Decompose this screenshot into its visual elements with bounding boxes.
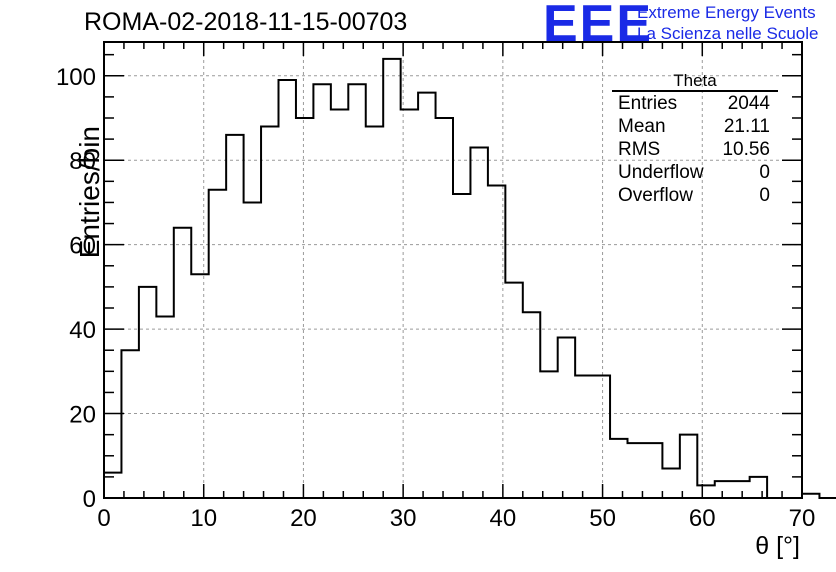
y-tick-label: 40 bbox=[69, 317, 96, 344]
stats-value: 2044 bbox=[727, 93, 770, 114]
stats-row-underflow: Underflow 0 bbox=[612, 161, 778, 184]
stats-label: Entries bbox=[618, 93, 678, 114]
x-tick-label: 60 bbox=[689, 505, 716, 532]
histogram-bin bbox=[523, 312, 540, 498]
histogram-bin bbox=[191, 274, 208, 498]
stats-label: Underflow bbox=[618, 162, 704, 183]
histogram-bin bbox=[628, 443, 645, 498]
histogram-bin bbox=[715, 481, 732, 498]
histogram-bin bbox=[436, 118, 453, 498]
histogram-bin bbox=[558, 338, 575, 498]
eee-logo: EEE bbox=[543, 0, 654, 53]
x-tick-label: 50 bbox=[589, 505, 616, 532]
stats-title: Theta bbox=[612, 71, 778, 92]
stats-row-mean: Mean 21.11 bbox=[612, 115, 778, 138]
histogram-bin bbox=[645, 443, 662, 498]
axis-ticks bbox=[103, 42, 803, 499]
histogram-bin bbox=[226, 135, 243, 498]
histogram-bin bbox=[732, 481, 749, 498]
histogram-bin bbox=[156, 316, 173, 498]
histogram-bin bbox=[697, 485, 714, 498]
x-tick-label: 30 bbox=[390, 505, 417, 532]
histogram-bin bbox=[505, 283, 522, 498]
histogram-bin bbox=[680, 435, 697, 498]
histogram-bin bbox=[261, 126, 278, 498]
y-tick-label: 80 bbox=[69, 148, 96, 175]
axis-tick-labels: 0 10 20 30 40 50 60 70 0 20 40 60 80 100 bbox=[56, 64, 815, 532]
histogram-bin bbox=[610, 439, 627, 498]
histogram-bin bbox=[575, 376, 592, 498]
plot-title: ROMA-02-2018-11-15-00703 bbox=[84, 8, 408, 36]
x-tick-label: 70 bbox=[789, 505, 816, 532]
histogram-bin bbox=[470, 148, 487, 498]
histogram-bin bbox=[540, 371, 557, 498]
histogram-bin bbox=[209, 190, 226, 498]
histogram-bin bbox=[418, 93, 435, 498]
histogram-bin bbox=[750, 477, 767, 498]
stats-row-entries: Entries 2044 bbox=[612, 92, 778, 115]
histogram-bin bbox=[121, 350, 138, 498]
histogram-bin bbox=[313, 84, 330, 498]
histogram-bin bbox=[348, 84, 365, 498]
histogram-bin bbox=[296, 118, 313, 498]
y-tick-label: 100 bbox=[56, 64, 96, 91]
stats-box: Theta Entries 2044 Mean 21.11 RMS 10.56 … bbox=[612, 71, 778, 207]
y-tick-label: 60 bbox=[69, 233, 96, 260]
histogram-bin bbox=[244, 202, 261, 498]
stats-value: 10.56 bbox=[722, 139, 770, 160]
x-tick-label: 0 bbox=[97, 505, 110, 532]
histogram-bin bbox=[593, 376, 610, 498]
y-axis-label: Entries/bin bbox=[74, 126, 106, 259]
stats-value: 21.11 bbox=[723, 116, 770, 137]
logo-line-2: La Scienza nelle Scuole bbox=[637, 24, 819, 43]
histogram-bin bbox=[174, 228, 191, 498]
histogram-bin bbox=[453, 194, 470, 498]
stats-label: RMS bbox=[618, 139, 661, 160]
x-tick-label: 20 bbox=[290, 505, 317, 532]
histogram-bin bbox=[331, 110, 348, 498]
x-axis-label: θ [°] bbox=[755, 532, 800, 560]
x-tick-label: 10 bbox=[190, 505, 217, 532]
histogram-outline bbox=[103, 57, 836, 499]
stats-row-rms: RMS 10.56 bbox=[612, 138, 778, 161]
stats-label: Overflow bbox=[618, 185, 693, 206]
logo-line-1: Extreme Energy Events bbox=[637, 3, 816, 22]
y-tick-label: 0 bbox=[83, 486, 96, 513]
stats-value: 0 bbox=[759, 185, 770, 206]
x-tick-label: 40 bbox=[490, 505, 517, 532]
y-tick-label: 20 bbox=[69, 402, 96, 429]
stats-row-overflow: Overflow 0 bbox=[612, 184, 778, 207]
plot-frame bbox=[103, 41, 803, 499]
histogram-bin bbox=[139, 287, 156, 498]
histogram-bin bbox=[662, 468, 679, 498]
histogram-bin bbox=[383, 59, 400, 498]
histogram-bin bbox=[279, 80, 296, 498]
histogram-bin bbox=[366, 126, 383, 498]
stats-value: 0 bbox=[759, 162, 770, 183]
stats-label: Mean bbox=[618, 116, 666, 137]
